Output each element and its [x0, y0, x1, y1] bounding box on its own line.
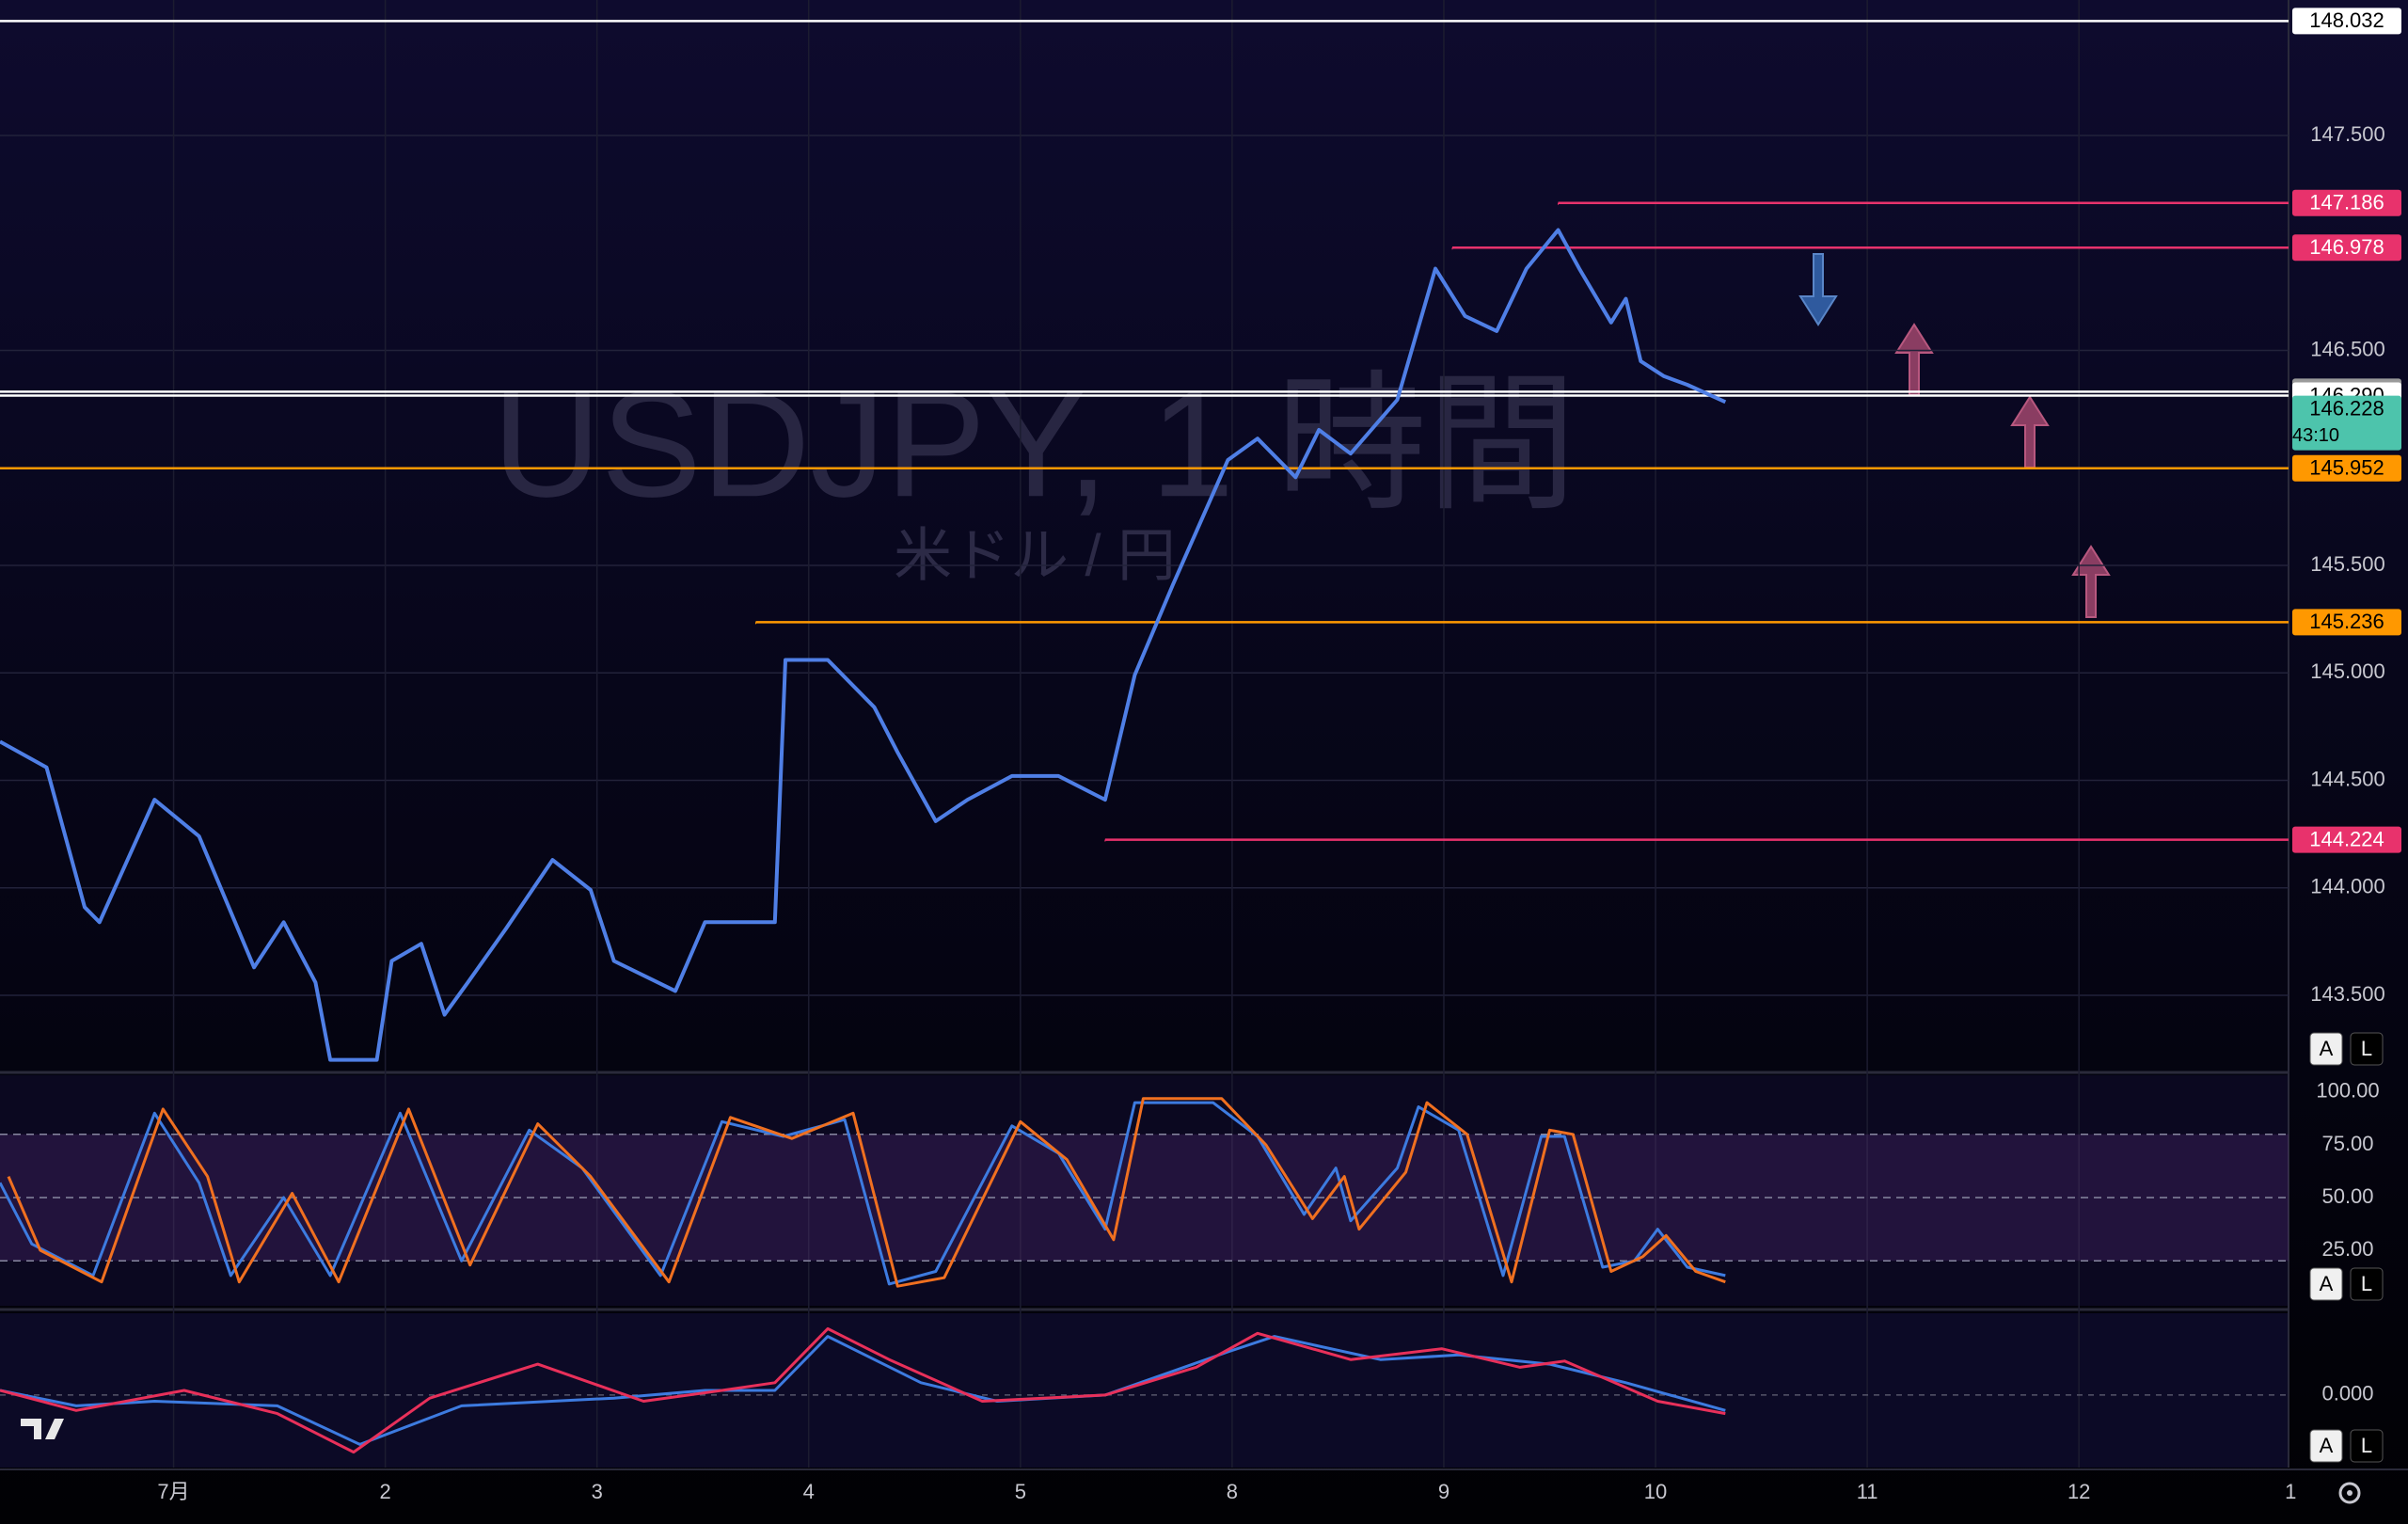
- y-tick-label: 75.00: [2321, 1132, 2373, 1155]
- scale-button[interactable]: [2350, 1429, 2384, 1463]
- price-label-box: [2292, 609, 2401, 636]
- y-tick-label: 50.00: [2321, 1184, 2373, 1208]
- watermark: USDJPY, 1 時間 米ドル / 円: [493, 359, 1577, 588]
- scale-button[interactable]: [2350, 1032, 2384, 1066]
- gear-icon[interactable]: [2338, 1482, 2361, 1504]
- x-tick-label: 2: [380, 1480, 391, 1503]
- y-tick-label: 143.500: [2310, 982, 2385, 1006]
- price-label: 147.186: [2309, 191, 2384, 214]
- series-line: [7, 1097, 1726, 1288]
- layer: 143.500 144.000 144.500 145.000 145.500 146.5…: [157, 8, 2401, 1503]
- price-label-box: [2292, 454, 2401, 482]
- y-tick-label: 146.500: [2310, 337, 2385, 360]
- x-tick-label: 5: [1015, 1480, 1026, 1503]
- tv-logo: [21, 1419, 64, 1439]
- scale-button-label: L: [2361, 1037, 2372, 1060]
- arrows: [1798, 253, 2111, 618]
- series-line: [0, 1101, 1726, 1286]
- y-tick-label: 144.000: [2310, 875, 2385, 898]
- scale-button[interactable]: [2309, 1267, 2343, 1301]
- stoch-pane: [0, 1075, 2289, 1306]
- gear-center: [2347, 1490, 2353, 1496]
- watermark-subtitle: 米ドル / 円: [894, 523, 1176, 588]
- price-label-box: [2292, 826, 2401, 853]
- scale-button-label: A: [2320, 1434, 2334, 1457]
- x-tick-label: 12: [2067, 1480, 2090, 1503]
- logo: [21, 1419, 64, 1439]
- x-tick-label: 10: [1644, 1480, 1667, 1503]
- scale-button-label: L: [2361, 1272, 2372, 1295]
- arrow-down: [1798, 253, 1838, 326]
- price-label: 146.228: [2309, 396, 2384, 420]
- price-label: 148.032: [2309, 8, 2384, 32]
- price-label-box: [2292, 234, 2401, 262]
- scale-button[interactable]: [2309, 1032, 2343, 1066]
- x-tick-label: 8: [1227, 1480, 1238, 1503]
- y-tick-label: 145.500: [2310, 552, 2385, 576]
- price-label: 144.224: [2309, 827, 2384, 850]
- y-tick-label: 144.500: [2310, 767, 2385, 790]
- scale-button-label: A: [2320, 1272, 2334, 1295]
- price-label-box: [2292, 8, 2401, 35]
- arrow-up: [1894, 323, 1934, 396]
- layer: [0, 20, 2289, 842]
- price-label: 146.978: [2309, 235, 2384, 259]
- x-tick-label: 3: [592, 1480, 603, 1503]
- countdown: 43:10: [2292, 425, 2339, 446]
- y-tick-label: 147.500: [2310, 122, 2385, 146]
- x-tick-label: 9: [1438, 1480, 1450, 1503]
- arrow-up: [2010, 395, 2050, 468]
- series-line: [0, 228, 1727, 1062]
- watermark-title: USDJPY, 1 時間: [493, 359, 1577, 528]
- price-label-box: [2292, 189, 2401, 216]
- series-line: [0, 1326, 1726, 1454]
- series-line: [0, 1335, 1726, 1446]
- x-tick-label: 7月: [157, 1480, 189, 1503]
- y-tick-label: 0.000: [2321, 1382, 2373, 1405]
- price-label: 145.952: [2309, 456, 2384, 480]
- price-label-box: [2292, 395, 2401, 451]
- scale-button-label: L: [2361, 1434, 2372, 1457]
- macd-pane: [0, 1313, 2289, 1468]
- scale-button-label: A: [2320, 1037, 2334, 1060]
- y-tick-label: 100.00: [2316, 1079, 2379, 1103]
- x-tick-label: 4: [803, 1480, 815, 1503]
- settings[interactable]: [2338, 1482, 2361, 1504]
- x-tick-label: 11: [1857, 1480, 1878, 1503]
- y-tick-label: 25.00: [2321, 1237, 2373, 1261]
- scale-button[interactable]: [2350, 1267, 2384, 1301]
- price-label: 145.236: [2309, 610, 2384, 633]
- y-tick-label: 145.000: [2310, 659, 2385, 683]
- x-tick-label: 1: [2285, 1480, 2296, 1503]
- arrow-up: [2071, 545, 2111, 618]
- layer: [0, 228, 1727, 1454]
- scale-button[interactable]: [2309, 1429, 2343, 1463]
